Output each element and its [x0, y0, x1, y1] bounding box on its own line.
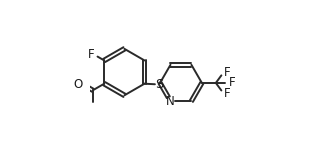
Text: S: S — [155, 78, 163, 91]
Text: F: F — [224, 66, 231, 79]
Text: F: F — [88, 48, 94, 61]
Text: O: O — [73, 78, 83, 91]
Text: N: N — [166, 95, 175, 108]
Text: F: F — [229, 76, 235, 89]
Text: F: F — [224, 87, 231, 100]
